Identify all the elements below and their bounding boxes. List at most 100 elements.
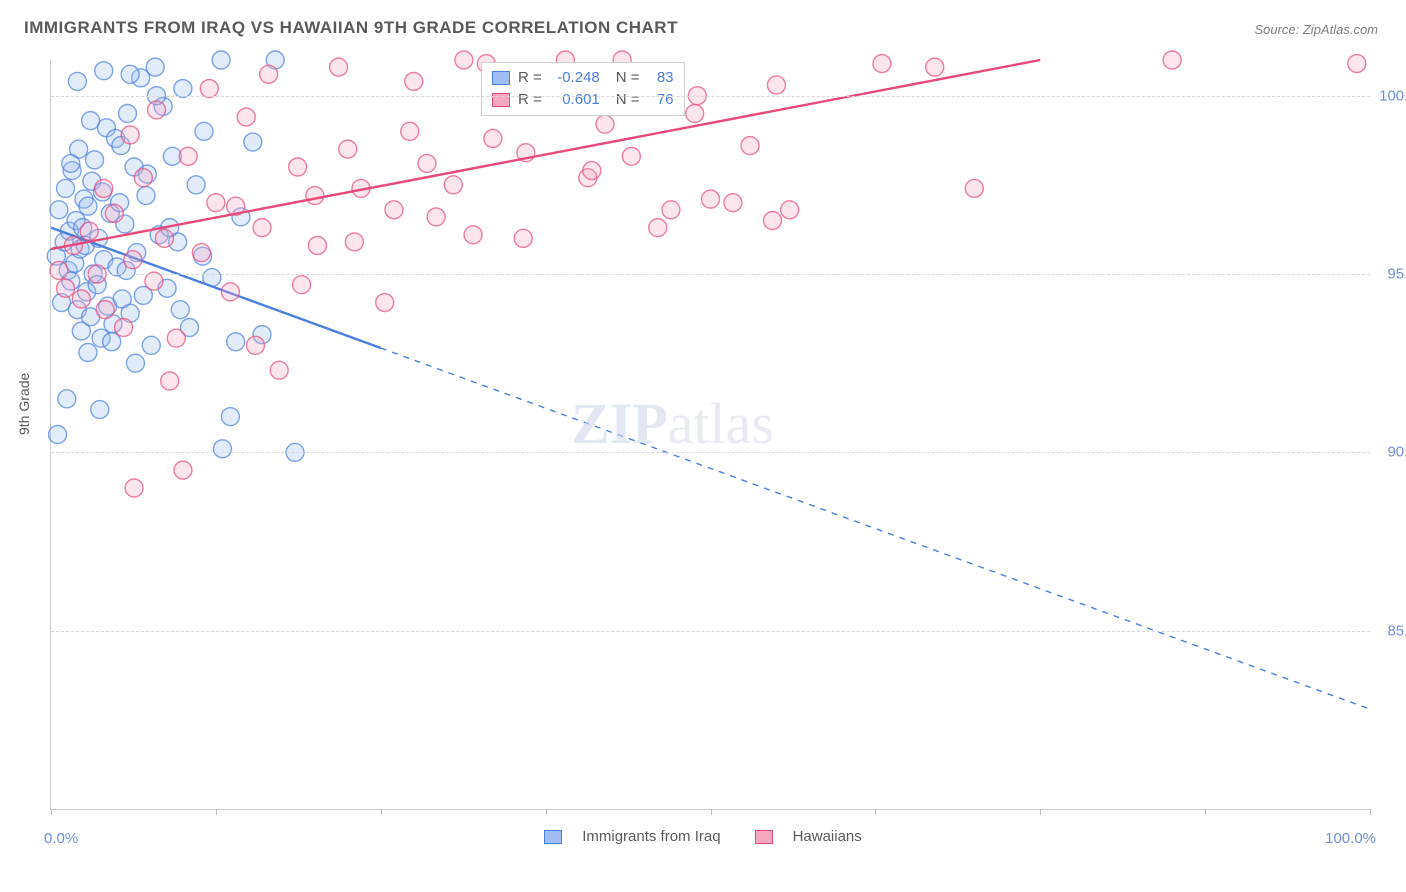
data-point-hawaiians <box>148 101 166 119</box>
data-point-hawaiians <box>253 219 271 237</box>
data-point-hawaiians <box>622 147 640 165</box>
gridline <box>51 96 1370 97</box>
data-point-iraq <box>57 179 75 197</box>
xtick <box>51 809 52 815</box>
data-point-iraq <box>137 187 155 205</box>
data-point-hawaiians <box>306 187 324 205</box>
data-point-hawaiians <box>444 176 462 194</box>
data-point-hawaiians <box>260 65 278 83</box>
data-point-hawaiians <box>418 154 436 172</box>
data-point-iraq <box>49 426 67 444</box>
chart-title: IMMIGRANTS FROM IRAQ VS HAWAIIAN 9TH GRA… <box>24 18 678 38</box>
data-point-hawaiians <box>96 301 114 319</box>
gridline <box>51 452 1370 453</box>
data-point-hawaiians <box>649 219 667 237</box>
n-value-iraq: 83 <box>648 67 674 89</box>
legend-swatch-hawaiians <box>755 830 773 844</box>
data-point-hawaiians <box>464 226 482 244</box>
plot-area: ZIPatlas R = -0.248 N = 83 R = 0.601 N =… <box>50 60 1370 810</box>
data-point-hawaiians <box>289 158 307 176</box>
data-point-hawaiians <box>873 55 891 73</box>
data-point-hawaiians <box>702 190 720 208</box>
data-point-hawaiians <box>105 204 123 222</box>
data-point-hawaiians <box>125 479 143 497</box>
plot-svg <box>51 60 1370 809</box>
data-point-hawaiians <box>965 179 983 197</box>
data-point-hawaiians <box>724 194 742 212</box>
data-point-iraq <box>119 105 137 123</box>
data-point-hawaiians <box>134 169 152 187</box>
data-point-hawaiians <box>484 129 502 147</box>
data-point-hawaiians <box>339 140 357 158</box>
xtick <box>711 809 712 815</box>
data-point-iraq <box>121 65 139 83</box>
stats-legend: R = -0.248 N = 83 R = 0.601 N = 76 <box>481 62 685 116</box>
data-point-hawaiians <box>1163 51 1181 69</box>
data-point-hawaiians <box>80 222 98 240</box>
r-value-hawaiians: 0.601 <box>550 89 600 111</box>
xtick <box>381 809 382 815</box>
n-label: N = <box>616 67 640 89</box>
n-value-hawaiians: 76 <box>648 89 674 111</box>
data-point-hawaiians <box>115 319 133 337</box>
data-point-hawaiians <box>427 208 445 226</box>
data-point-hawaiians <box>174 461 192 479</box>
gridline <box>51 631 1370 632</box>
ytick-label: 95.0% <box>1375 266 1406 283</box>
data-point-iraq <box>171 301 189 319</box>
data-point-iraq <box>213 440 231 458</box>
data-point-hawaiians <box>385 201 403 219</box>
data-point-hawaiians <box>405 72 423 90</box>
data-point-hawaiians <box>781 201 799 219</box>
data-point-hawaiians <box>686 105 704 123</box>
gridline <box>51 274 1370 275</box>
data-point-iraq <box>68 72 86 90</box>
data-point-iraq <box>79 197 97 215</box>
xtick <box>1205 809 1206 815</box>
data-point-hawaiians <box>50 261 68 279</box>
data-point-iraq <box>50 201 68 219</box>
data-point-hawaiians <box>583 162 601 180</box>
data-point-hawaiians <box>221 283 239 301</box>
legend-swatch-iraq <box>544 830 562 844</box>
data-point-hawaiians <box>376 294 394 312</box>
data-point-hawaiians <box>763 212 781 230</box>
data-point-iraq <box>95 62 113 80</box>
data-point-hawaiians <box>95 179 113 197</box>
data-point-iraq <box>212 51 230 69</box>
source-label: Source: ZipAtlas.com <box>1254 22 1378 37</box>
xtick <box>546 809 547 815</box>
data-point-hawaiians <box>330 58 348 76</box>
data-point-iraq <box>195 122 213 140</box>
data-point-iraq <box>187 176 205 194</box>
ytick-label: 90.0% <box>1375 444 1406 461</box>
data-point-hawaiians <box>514 229 532 247</box>
swatch-iraq <box>492 71 510 85</box>
n-label-2: N = <box>616 89 640 111</box>
data-point-hawaiians <box>401 122 419 140</box>
data-point-hawaiians <box>121 126 139 144</box>
data-point-iraq <box>82 112 100 130</box>
ytick-label: 85.0% <box>1375 622 1406 639</box>
data-point-hawaiians <box>741 137 759 155</box>
data-point-hawaiians <box>124 251 142 269</box>
r-label-2: R = <box>518 89 542 111</box>
data-point-hawaiians <box>155 229 173 247</box>
data-point-hawaiians <box>662 201 680 219</box>
xtick <box>216 809 217 815</box>
data-point-hawaiians <box>72 290 90 308</box>
legend-label-hawaiians: Hawaiians <box>793 828 862 845</box>
data-point-hawaiians <box>293 276 311 294</box>
data-point-hawaiians <box>767 76 785 94</box>
series-legend: Immigrants from Iraq Hawaiians <box>0 828 1406 845</box>
data-point-iraq <box>126 354 144 372</box>
data-point-hawaiians <box>596 115 614 133</box>
data-point-hawaiians <box>161 372 179 390</box>
y-axis-label: 9th Grade <box>16 373 32 435</box>
data-point-hawaiians <box>179 147 197 165</box>
data-point-hawaiians <box>455 51 473 69</box>
data-point-hawaiians <box>1348 55 1366 73</box>
xtick <box>1040 809 1041 815</box>
xtick <box>1370 809 1371 815</box>
data-point-iraq <box>146 58 164 76</box>
